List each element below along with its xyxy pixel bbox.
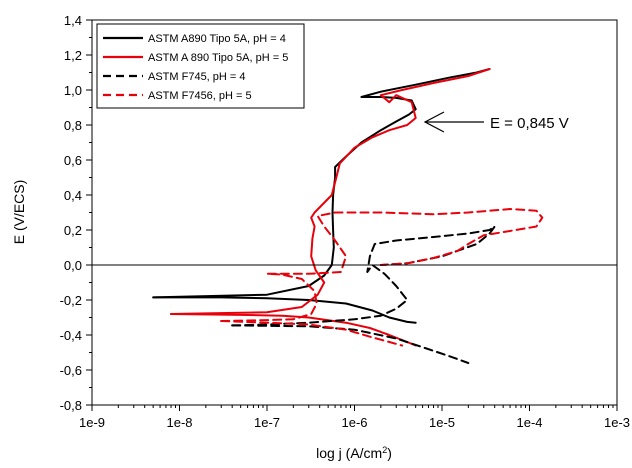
x-tick-label: 1e-5: [429, 415, 455, 430]
y-tick-label: 0,0: [64, 258, 82, 273]
annotation: E = 0,845 V: [423, 111, 569, 133]
legend-entry: ASTM F7456, pH = 5: [103, 90, 252, 102]
x-axis: 1e-9 1e-8 1e-7 1e-6 1e-5 1e-4 1e-3: [79, 405, 630, 430]
series-line: [220, 320, 404, 347]
y-axis: -0,8 -0,6 -0,4 -0,2 0,0 0,2 0,4 0,6 0,8 1,0 1,2 1,4: [60, 13, 92, 413]
x-tick-label: 1e-7: [254, 415, 280, 430]
x-tick-label: 1e-4: [516, 415, 542, 430]
legend-label: ASTM A 890 Tipo 5A, pH = 5: [148, 52, 288, 64]
y-tick-label: 1,0: [64, 83, 82, 98]
legend: ASTM A890 Tipo 5A, pH = 4 ASTM A 890 Tip…: [96, 23, 305, 109]
legend-label: ASTM A890 Tipo 5A, pH = 4: [148, 33, 286, 45]
x-tick-label: 1e-6: [341, 415, 367, 430]
legend-label: ASTM F745, pH = 4: [148, 71, 246, 83]
y-axis-title: E (V/ECS): [11, 180, 27, 245]
legend-label: ASTM F7456, pH = 5: [148, 90, 252, 102]
legend-entry: ASTM A890 Tipo 5A, pH = 4: [103, 33, 286, 45]
series-line: [231, 225, 496, 327]
annotation-text: E = 0,845 V: [490, 115, 569, 132]
legend-entry: ASTM F745, pH = 4: [103, 71, 246, 83]
x-axis-title: log j (A/cm2): [316, 445, 392, 461]
annotation-arrow-head: [423, 111, 445, 133]
legend-entry: ASTM A 890 Tipo 5A, pH = 5: [103, 52, 288, 64]
y-tick-label: 0,8: [64, 118, 82, 133]
y-tick-label: 0,6: [64, 153, 82, 168]
series-line: [170, 68, 491, 315]
series-layer: [152, 68, 544, 364]
y-tick-label: -0,6: [60, 363, 82, 378]
y-tick-label: 1,4: [64, 13, 82, 28]
y-tick-label: -0,8: [60, 398, 82, 413]
y-tick-label: 0,2: [64, 223, 82, 238]
x-axis-title-superscript: 2: [382, 445, 387, 455]
x-tick-label: 1e-3: [604, 415, 630, 430]
x-tick-label: 1e-9: [79, 415, 105, 430]
y-tick-label: -0,4: [60, 328, 82, 343]
series-line: [152, 68, 491, 299]
series-line: [220, 208, 544, 322]
y-tick-label: 0,4: [64, 188, 82, 203]
series-line: [231, 324, 470, 364]
y-tick-label: -0,2: [60, 293, 82, 308]
series-line: [152, 296, 417, 324]
y-tick-label: 1,2: [64, 48, 82, 63]
x-tick-label: 1e-8: [166, 415, 192, 430]
